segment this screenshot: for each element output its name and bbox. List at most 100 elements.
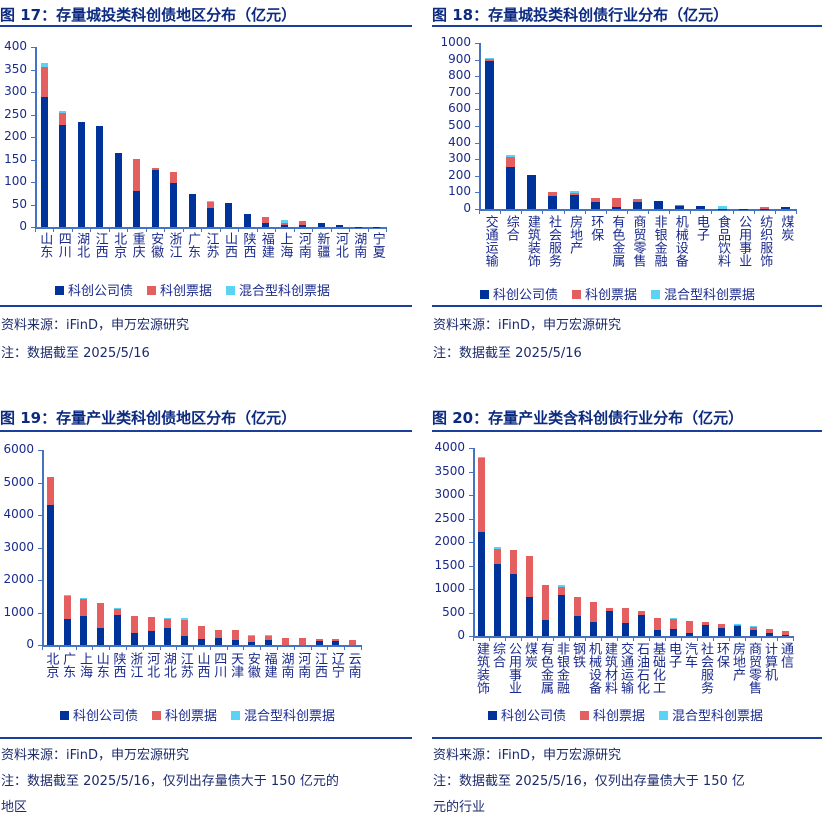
x-tick bbox=[176, 645, 178, 650]
y-tick bbox=[31, 159, 35, 161]
x-tick bbox=[201, 227, 203, 232]
bar-kc-bond bbox=[80, 615, 88, 645]
bar-kc-bond bbox=[46, 505, 54, 645]
y-tick bbox=[31, 47, 35, 48]
x-tick bbox=[238, 227, 240, 232]
y-tick bbox=[475, 209, 479, 210]
x-tick bbox=[293, 227, 295, 232]
x-tick bbox=[386, 227, 387, 232]
bar-kc-note bbox=[477, 457, 485, 532]
bar-kc-bond bbox=[336, 225, 344, 227]
bar-kc-note bbox=[573, 596, 581, 616]
legend: 科创公司债 科创票据 混合型科创票据 bbox=[60, 705, 335, 724]
bar-kc-bond bbox=[262, 223, 270, 227]
x-tick bbox=[761, 636, 762, 641]
x-category-label: 有色金属 bbox=[538, 642, 553, 694]
y-tick-label: 3500 bbox=[434, 463, 465, 478]
x-tick bbox=[42, 645, 43, 650]
bar-kc-note bbox=[701, 621, 709, 625]
bar-kc-bond bbox=[97, 627, 105, 645]
y-tick bbox=[475, 109, 479, 111]
legend-swatch bbox=[580, 711, 590, 720]
bar-kc-bond bbox=[738, 208, 748, 210]
y-tick bbox=[469, 518, 473, 520]
bar-kc-bond bbox=[40, 96, 48, 227]
bar-mixed-note bbox=[485, 57, 495, 59]
x-category-label: 建筑材料 bbox=[602, 642, 617, 694]
bar-kc-bond bbox=[485, 60, 495, 209]
x-tick bbox=[310, 645, 312, 650]
bar-kc-note bbox=[548, 192, 558, 197]
note-text-continued: 地区 bbox=[1, 800, 28, 815]
bar-kc-bond bbox=[590, 202, 600, 209]
x-tick bbox=[669, 209, 671, 214]
bar-kc-note bbox=[181, 619, 189, 636]
legend-item: 科创票据 bbox=[580, 705, 645, 724]
x-tick bbox=[563, 209, 565, 214]
x-category-label: 环保 bbox=[588, 215, 604, 241]
x-tick bbox=[521, 209, 523, 214]
y-tick-label: 2000 bbox=[434, 534, 465, 548]
x-tick bbox=[367, 227, 369, 232]
y-tick bbox=[31, 137, 35, 138]
y-tick-label: 400 bbox=[4, 39, 27, 53]
x-category-label: 河北 bbox=[332, 232, 348, 258]
x-category-label: 建筑装饰 bbox=[474, 642, 489, 694]
bar-mixed-note bbox=[80, 597, 88, 599]
x-category-label: 江苏 bbox=[177, 652, 193, 678]
legend-item: 混合型科创票据 bbox=[226, 280, 330, 299]
bar-kc-bond bbox=[749, 629, 757, 636]
x-tick bbox=[92, 645, 94, 650]
bar-mixed-note bbox=[63, 594, 71, 596]
bar-kc-note bbox=[765, 628, 773, 633]
legend-label: 科创公司债 bbox=[73, 709, 139, 724]
bar-kc-note bbox=[653, 617, 661, 630]
x-tick bbox=[697, 636, 698, 641]
bar-kc-note bbox=[198, 625, 205, 639]
y-tick bbox=[475, 175, 479, 177]
x-tick bbox=[626, 209, 628, 214]
bar-kc-note bbox=[281, 637, 289, 645]
bar-mixed-note bbox=[477, 456, 485, 458]
y-tick bbox=[38, 515, 42, 516]
y-tick bbox=[38, 580, 42, 581]
y-tick bbox=[469, 589, 473, 590]
x-tick bbox=[774, 209, 776, 214]
y-tick-label: 300 bbox=[448, 151, 471, 166]
x-tick bbox=[713, 636, 714, 641]
x-category-label: 山东 bbox=[37, 232, 53, 258]
bar-kc-bond bbox=[114, 614, 122, 645]
legend: 科创公司债 科创票据 混合型科创票据 bbox=[55, 280, 330, 299]
title-divider bbox=[432, 25, 822, 27]
x-category-label: 煤炭 bbox=[522, 642, 537, 668]
y-tick bbox=[469, 542, 473, 543]
legend-swatch bbox=[651, 290, 661, 299]
y-tick bbox=[38, 645, 42, 646]
y-tick-label: 3000 bbox=[3, 539, 34, 554]
x-category-label: 山西 bbox=[221, 232, 237, 258]
footer-divider bbox=[0, 305, 412, 307]
bar-mixed-note bbox=[114, 607, 122, 609]
bar-mixed-note bbox=[248, 634, 256, 636]
bar-kc-bond bbox=[248, 641, 256, 645]
bar-mixed-note bbox=[506, 155, 516, 158]
y-tick bbox=[469, 448, 473, 449]
y-tick-label: 3000 bbox=[434, 487, 465, 501]
title-divider bbox=[432, 430, 822, 432]
y-tick-label: 500 bbox=[442, 604, 465, 619]
y-tick-label: 1000 bbox=[440, 35, 471, 49]
x-axis bbox=[479, 209, 796, 211]
bar-kc-bond bbox=[317, 223, 325, 227]
y-tick bbox=[31, 92, 35, 93]
x-tick bbox=[361, 645, 362, 650]
bar-kc-bond bbox=[332, 640, 340, 645]
bar-kc-bond bbox=[541, 619, 549, 636]
x-category-label: 浙江 bbox=[166, 232, 182, 258]
y-tick bbox=[475, 192, 479, 194]
bar-mixed-note bbox=[749, 625, 757, 627]
bar-kc-note bbox=[675, 205, 685, 207]
note-text: 注：数据截至 2025/5/16 bbox=[1, 346, 150, 361]
bar-kc-bond bbox=[527, 175, 537, 209]
y-tick-label: 2500 bbox=[434, 510, 465, 525]
bar-kc-note bbox=[130, 615, 138, 633]
